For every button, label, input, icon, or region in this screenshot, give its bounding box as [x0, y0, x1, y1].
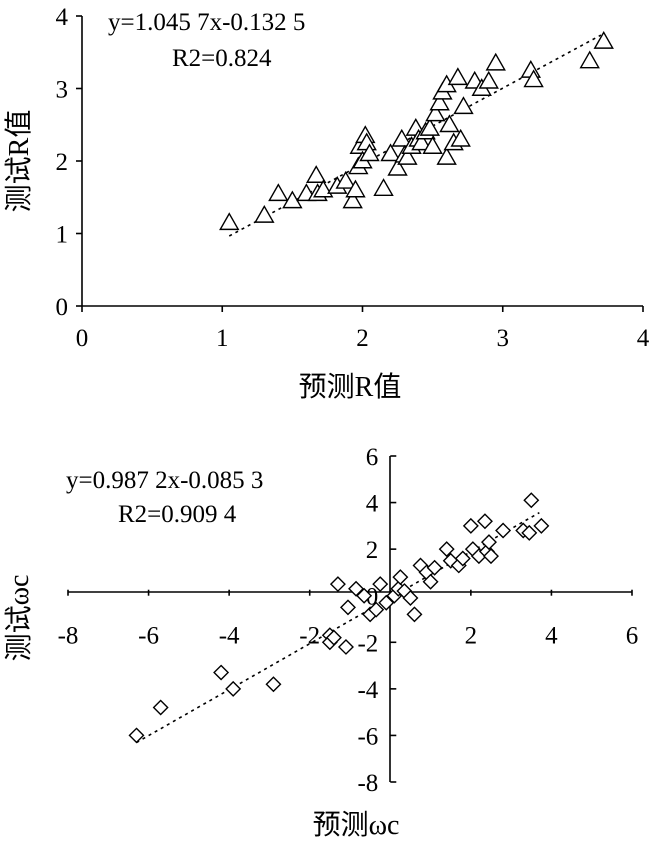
- chart2-point: [483, 548, 499, 565]
- chart1-x-tick-label: 4: [637, 325, 650, 352]
- chart2-point: [356, 587, 373, 604]
- chart2-point: [213, 664, 230, 681]
- chart2-point: [454, 550, 471, 567]
- chart2-point: [128, 727, 145, 744]
- chart2-point: [495, 522, 512, 539]
- chart1-point: [593, 30, 614, 49]
- chart1-x-tick-label: 0: [76, 325, 89, 352]
- chart1-point: [579, 50, 600, 69]
- chart1-point: [419, 117, 441, 136]
- chart1-equation: y=1.045 7x-0.132 5: [108, 9, 305, 36]
- chart2-point: [368, 601, 385, 618]
- chart2-fit-line: [136, 511, 540, 744]
- chart2-point: [521, 524, 538, 541]
- chart2-y-tick-label: -8: [357, 770, 378, 797]
- chart2-point: [422, 573, 439, 590]
- chart1-point: [450, 128, 471, 147]
- chart1-y-tick-label: 2: [56, 149, 69, 176]
- chart1-point: [439, 114, 460, 133]
- chart2-y-tick-label: 6: [366, 444, 379, 471]
- chart2-x-tick-label: 2: [465, 623, 478, 650]
- chart1-x-tick-label: 1: [216, 325, 229, 352]
- chart1-x-tick-label: 2: [356, 325, 369, 352]
- chart2-point: [402, 590, 419, 607]
- chart1-y-tick-label: 3: [56, 77, 69, 104]
- chart2-x-tick-label: -4: [219, 623, 240, 650]
- chart1-point: [380, 143, 401, 162]
- chart2-x-tick-label: -6: [138, 623, 159, 650]
- chart2-y-tick-label: 2: [366, 537, 379, 564]
- chart2-point: [339, 599, 356, 616]
- chart1-point: [254, 204, 275, 223]
- chart1-point: [345, 179, 366, 198]
- chart1-y-axis-label: 测试R值: [3, 110, 35, 213]
- chart1-point: [447, 67, 469, 86]
- chart1-r2: R2=0.824: [172, 45, 272, 72]
- chart2-x-tick-label: -2: [299, 623, 320, 650]
- chart1-point: [373, 178, 394, 197]
- chart2-x-tick-label: 4: [545, 623, 558, 650]
- chart1-x-tick-label: 3: [497, 325, 510, 352]
- chart1-point: [391, 128, 412, 147]
- chart1-point: [306, 165, 327, 183]
- chart1-point: [478, 70, 499, 89]
- chart1-point: [422, 136, 443, 154]
- chart1-point: [485, 52, 506, 71]
- chart2-point: [378, 594, 395, 611]
- chart1-point: [335, 170, 356, 189]
- chart1-point: [268, 183, 289, 202]
- chart1-x-axis-label: 预测R值: [299, 371, 402, 403]
- chart2-point: [329, 576, 346, 593]
- chart2-point: [523, 492, 540, 509]
- chart2-x-axis-label: 预测ωc: [313, 810, 400, 841]
- chart2-point: [533, 517, 550, 534]
- chart2-point: [372, 576, 389, 593]
- chart2-point: [348, 580, 365, 597]
- chart1-point: [219, 212, 240, 231]
- chart2-y-tick-label: -4: [357, 677, 378, 704]
- chart2-point: [225, 680, 242, 697]
- chart2-point: [406, 606, 423, 623]
- chart1-point: [436, 146, 457, 165]
- chart1-y-tick-label: 0: [56, 294, 69, 321]
- chart1-y-tick-label: 4: [56, 4, 69, 31]
- chart2-point: [337, 638, 354, 655]
- chart1-y-tick-label: 1: [56, 222, 69, 249]
- chart1-point: [342, 190, 363, 209]
- chart1-point: [411, 132, 432, 151]
- chart2-point: [325, 629, 342, 646]
- chart1-point: [359, 143, 380, 162]
- chart1-point: [397, 146, 418, 165]
- chart2-point: [462, 517, 479, 534]
- chart2-point: [152, 699, 169, 716]
- chart2-y-tick-label: 4: [366, 491, 379, 518]
- chart1-point: [387, 157, 408, 176]
- chart2-equation: y=0.987 2x-0.085 3: [66, 467, 263, 494]
- chart1-point: [429, 92, 450, 111]
- chart2-point: [438, 541, 455, 558]
- chart2-r2: R2=0.909 4: [118, 501, 237, 528]
- chart1-point: [425, 103, 446, 122]
- chart1-point: [282, 190, 303, 209]
- chart2-point: [480, 534, 497, 551]
- chart2-point: [265, 676, 282, 693]
- chart2-point: [476, 513, 493, 530]
- chart2-y-tick-label: -6: [357, 723, 378, 750]
- chart2-point: [392, 569, 409, 586]
- chart1-point: [453, 96, 474, 115]
- chart2-point: [426, 559, 443, 576]
- chart2-x-tick-label: 6: [626, 623, 639, 650]
- chart2-y-tick-label: -2: [357, 630, 378, 657]
- chart2-y-axis-label: 测试ωc: [3, 575, 35, 662]
- chart1-point: [523, 69, 544, 88]
- chart2-x-tick-label: -8: [58, 623, 79, 650]
